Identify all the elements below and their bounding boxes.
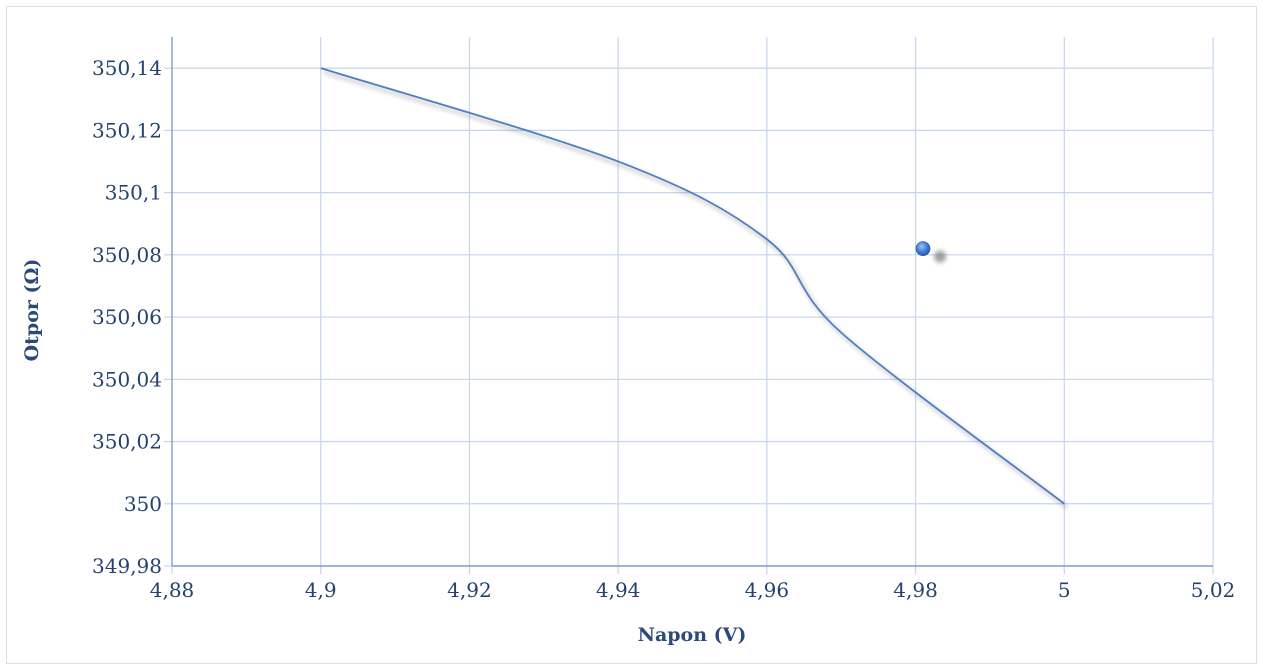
series-line bbox=[320, 67, 1065, 505]
x-tick-label: 4,88 bbox=[150, 578, 195, 602]
grid-layer bbox=[164, 37, 1214, 574]
y-tick-label: 350,08 bbox=[92, 243, 162, 267]
axis-layer bbox=[171, 37, 1213, 567]
chart-frame bbox=[6, 6, 1257, 664]
y-tick-label: 350,1 bbox=[105, 181, 162, 205]
x-tick-label: 5,02 bbox=[1191, 578, 1236, 602]
x-tick-label: 4,96 bbox=[745, 578, 790, 602]
y-tick-label: 349,98 bbox=[92, 554, 162, 578]
data-point bbox=[915, 241, 931, 257]
y-tick-label: 350,02 bbox=[92, 430, 162, 454]
tick-layer: 4,88 4,9 4,92 4,94 4,96 4,98 5 5,02 349,98 350 350… bbox=[92, 56, 1235, 602]
y-axis-title: Otpor (Ω) bbox=[21, 259, 43, 362]
y-tick-label: 350,06 bbox=[92, 305, 162, 329]
x-axis-title: Napon (V) bbox=[638, 624, 747, 646]
y-tick-label: 350,12 bbox=[92, 118, 162, 142]
x-tick-label: 4,98 bbox=[893, 578, 938, 602]
y-tick-label: 350 bbox=[124, 492, 162, 516]
y-tick-label: 350,04 bbox=[92, 367, 162, 391]
x-tick-label: 5 bbox=[1058, 578, 1071, 602]
x-tick-label: 4,94 bbox=[596, 578, 641, 602]
y-tick-label: 350,14 bbox=[92, 56, 162, 80]
x-tick-label: 4,92 bbox=[447, 578, 492, 602]
series-layer bbox=[320, 67, 1065, 505]
x-tick-label: 4,9 bbox=[305, 578, 337, 602]
data-point-shadow bbox=[934, 250, 947, 263]
